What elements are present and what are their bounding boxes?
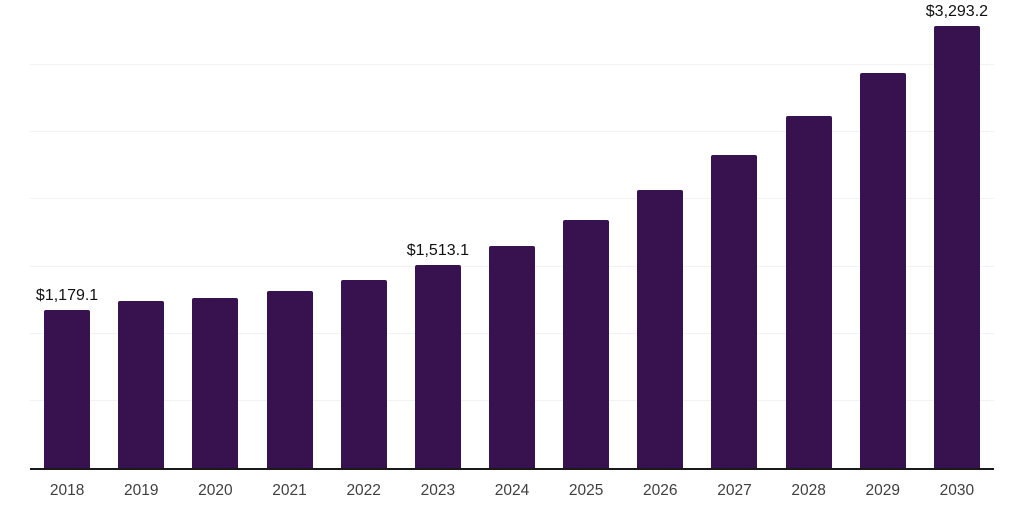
bar-2027 [711,155,758,468]
bar-2023 [414,264,461,468]
bar-slot-2020 [178,0,252,468]
data-label-2018: $1,179.1 [35,286,99,304]
x-tick-label-2029: 2029 [865,482,900,499]
bar-2020 [192,298,239,468]
bar-slot-2024 [475,0,549,468]
x-tick-label-2027: 2027 [717,482,752,499]
x-tick-label-2020: 2020 [198,482,233,499]
bar-2022 [340,280,387,468]
bar-slot-2022 [327,0,401,468]
bar-2025 [563,220,610,468]
x-tick-label-2021: 2021 [272,482,307,499]
data-label-2023: $1,513.1 [406,241,469,259]
plot-area: $1,179.1 $1,513.1 $3,293.2 [30,0,994,470]
x-tick-label-2024: 2024 [494,482,530,499]
data-label-2030: $3,293.2 [925,2,989,20]
bar-2018 [44,309,91,468]
bar-2021 [266,291,313,468]
bar-2030 [933,25,980,468]
bar-2029 [859,73,906,468]
x-tick-label-2030: 2030 [939,482,975,499]
gridline-2500 [30,131,994,133]
x-tick-label-2028: 2028 [791,482,826,499]
bar-slot-2029 [846,0,920,468]
bar-slot-2030: $3,293.2 [920,0,994,468]
bar-2019 [118,300,165,468]
x-tick-label-2022: 2022 [346,482,381,499]
x-tick-label-2019: 2019 [123,482,159,499]
x-tick-label-2026: 2026 [643,482,678,499]
gridline-2000 [30,198,994,200]
x-tick-label-2018: 2018 [49,482,85,499]
bar-slot-2027 [697,0,771,468]
bar-slot-2019 [104,0,178,468]
gridline-3000 [30,64,994,66]
bar-slot-2023: $1,513.1 [401,0,475,468]
bar-slot-2025 [549,0,623,468]
bar-2024 [488,245,535,468]
x-tick-label-2025: 2025 [568,482,604,499]
bar-2028 [785,116,832,468]
bar-2026 [637,190,684,468]
bar-slot-2026 [623,0,697,468]
x-axis-labels: 2018 2019 2020 2021 2022 2023 2024 2025 2026 2027… [30,470,994,510]
bar-slot-2018: $1,179.1 [30,0,104,468]
bar-slot-2028 [772,0,846,468]
bar-slot-2021 [252,0,326,468]
x-tick-label-2023: 2023 [420,482,456,499]
